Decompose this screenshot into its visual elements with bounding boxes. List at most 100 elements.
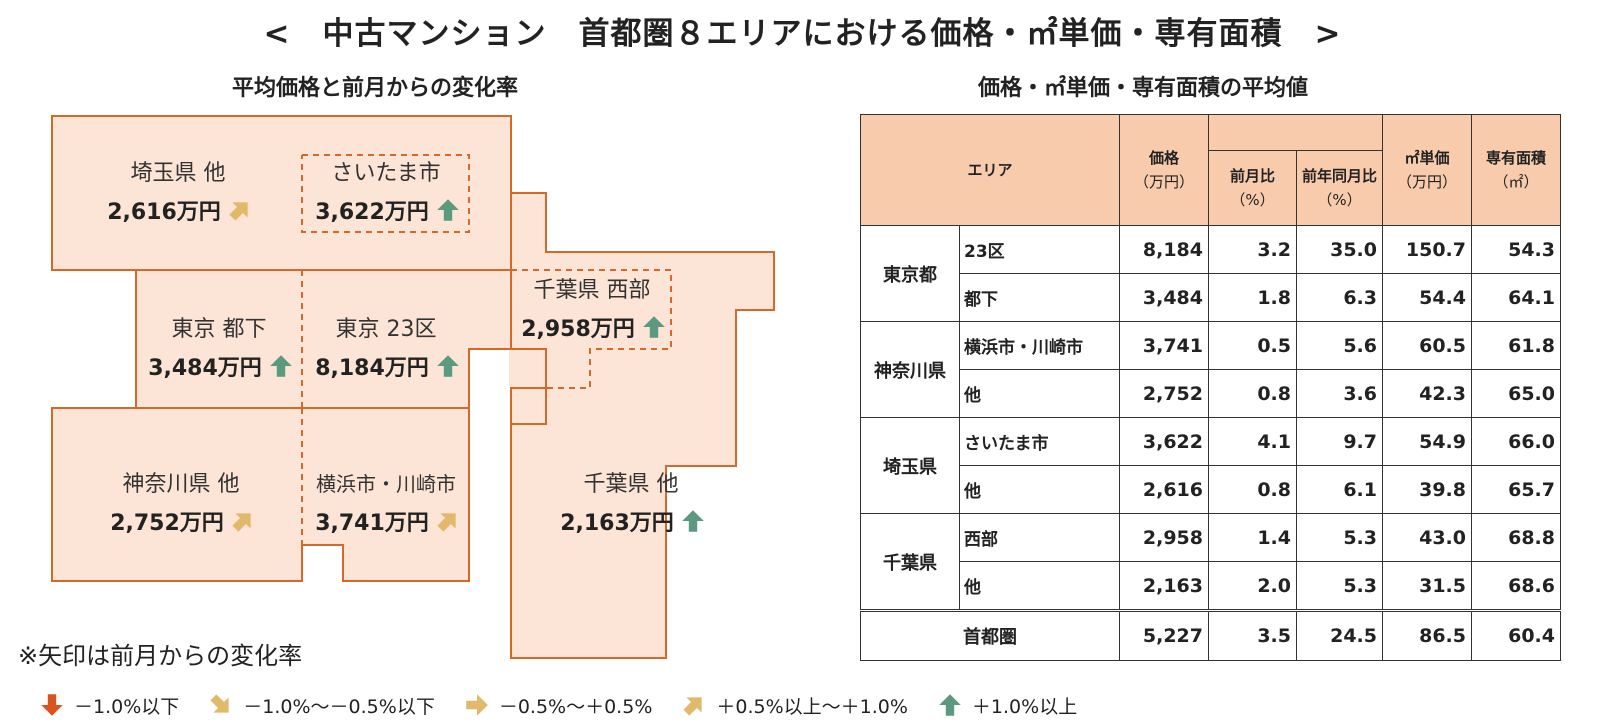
table-row: 東京都 23区 8,184 3.2 35.0 150.7 54.3 [860,225,1561,322]
down-arrow-icon [41,694,63,716]
cell-sqm: 54.9 [1382,417,1472,466]
region-arrow-tokyo-23ku [437,355,459,377]
cell-size: 54.3 [1471,225,1561,274]
total-row: 首都圏 5,227 3.5 24.5 86.5 60.4 [860,609,1561,661]
region-kanagawa-shape [51,407,470,582]
border-cover [509,350,513,387]
cell-price: 3,622 [1119,417,1209,466]
group-name: 千葉県 [860,513,960,611]
cell-mom: 4.1 [1208,417,1297,466]
sub-area: 23区 [959,225,1120,274]
cell-yoy: 6.3 [1296,273,1383,322]
cell-yoy: 35.0 [1296,225,1383,274]
table-row: 他 2,752 0.8 3.6 42.3 65.0 [861,369,1561,418]
cell-size: 64.1 [1471,273,1561,322]
legend-label: ＋0.5%以上～＋1.0% [716,695,908,718]
region-label-chiba-other: 千葉県 他 [584,472,679,497]
region-price-yokohama-kawasaki: 3,741万円 [315,511,429,536]
total-sqm: 86.5 [1382,609,1472,661]
header-price: 価格 （万円） [1119,114,1209,226]
up-right-arrow-icon [437,513,456,532]
cell-yoy: 3.6 [1296,369,1383,418]
cell-sqm: 42.3 [1382,369,1472,418]
region-label-saitama-other: 埼玉県 他 [131,161,226,186]
cell-price: 2,163 [1119,561,1209,611]
region-label-saitama-city: さいたま市 [331,161,440,186]
total-label: 首都圏 [860,609,1120,661]
header-change-group [1208,114,1383,151]
cell-yoy: 5.3 [1296,513,1383,562]
table-row: 他 2,616 0.8 6.1 39.8 65.7 [861,465,1561,514]
region-price-chiba-west: 2,958万円 [521,317,635,342]
cell-size: 65.0 [1471,369,1561,418]
region-price-tokyo-23ku: 8,184万円 [315,356,429,381]
stats-table: エリア 価格 （万円） ㎡単価 （万円） 専有面積 （㎡） 前月比 （%） 前年同月比（… [860,114,1561,661]
cell-size: 66.0 [1471,417,1561,466]
table-row: 都下 3,484 1.8 6.3 54.4 64.1 [861,273,1561,322]
total-price: 5,227 [1119,609,1209,661]
cell-mom: 0.8 [1208,465,1297,514]
arrow-legend: －1.0%以下 －1.0%～－0.5%以下 －0.5%～＋0.5% ＋0.5%以上～＋… [40,690,1107,720]
legend-label: －1.0%～－0.5%以下 [243,695,435,718]
saitama-city-boundary [301,154,470,233]
cell-sqm: 39.8 [1382,465,1472,514]
chiba-notch-border [511,388,547,425]
header-mom: 前月比 （%） [1208,150,1297,226]
sub-area: 都下 [959,273,1120,322]
header-size: 専有面積 （㎡） [1471,114,1561,226]
chiba-west-boundary [511,269,672,389]
table-row: 埼玉県 さいたま市 3,622 4.1 9.7 54.9 66.0 [860,417,1561,514]
up-right-arrow-icon [683,697,703,716]
up-right-arrow-icon [232,513,251,532]
map-title: 平均価格と前月からの変化率 [232,76,519,101]
down-right-arrow-icon [210,694,229,713]
cell-mom: 3.2 [1208,225,1297,274]
group-name: 東京都 [860,225,960,322]
region-price-kanagawa-other: 2,752万円 [110,511,224,536]
sub-area: 他 [959,369,1120,418]
sub-area: 他 [959,561,1120,611]
legend-label: ＋1.0%以上 [971,695,1078,718]
region-arrow-saitama-city [437,199,459,221]
region-shapes [51,115,775,659]
up-arrow-icon [682,510,704,532]
total-yoy: 24.5 [1296,609,1383,661]
cell-mom: 1.8 [1208,273,1297,322]
region-chiba-shape [510,192,775,659]
legend-item: ＋1.0%以上 [938,692,1077,719]
cell-yoy: 5.3 [1296,561,1383,611]
region-label-yokohama-kawasaki: 横浜市・川崎市 [316,472,456,496]
page-title: < 中古マンション 首都圏８エリアにおける価格・㎡単価・専有面積 > [263,16,1342,52]
region-label-chiba-west: 千葉県 西部 [534,278,651,303]
region-arrow-saitama-other [229,202,248,221]
region-price-saitama-other: 2,616万円 [107,200,221,225]
region-price-chiba-other: 2,163万円 [560,511,674,536]
region-label-kanagawa-other: 神奈川県 他 [123,472,240,497]
region-price-tokyo-tokashita: 3,484万円 [148,356,262,381]
total-mom: 3.5 [1208,609,1297,661]
cell-mom: 2.0 [1208,561,1297,611]
cell-sqm: 43.0 [1382,513,1472,562]
sub-area: 西部 [959,513,1120,562]
cell-size: 61.8 [1471,321,1561,370]
right-arrow-icon [466,694,488,716]
legend-item: －1.0%以下 [40,692,179,719]
arrow-note: ※矢印は前月からの変化率 [18,642,303,670]
legend-item: ＋0.5%以上～＋1.0% [682,692,908,719]
up-arrow-icon [437,199,459,221]
cell-price: 2,616 [1119,465,1209,514]
cell-price: 3,741 [1119,321,1209,370]
legend-item: －1.0%～－0.5%以下 [209,692,435,719]
cell-yoy: 6.1 [1296,465,1383,514]
total-size: 60.4 [1471,609,1561,661]
header-area: エリア [860,114,1120,226]
up-arrow-icon [270,355,292,377]
cell-price: 2,752 [1119,369,1209,418]
cell-yoy: 9.7 [1296,417,1383,466]
region-arrow-tokyo-tokashita [270,355,292,377]
cell-size: 68.8 [1471,513,1561,562]
cell-sqm: 150.7 [1382,225,1472,274]
group-name: 埼玉県 [860,417,960,514]
table-row: 千葉県 西部 2,958 1.4 5.3 43.0 68.8 [860,513,1561,611]
